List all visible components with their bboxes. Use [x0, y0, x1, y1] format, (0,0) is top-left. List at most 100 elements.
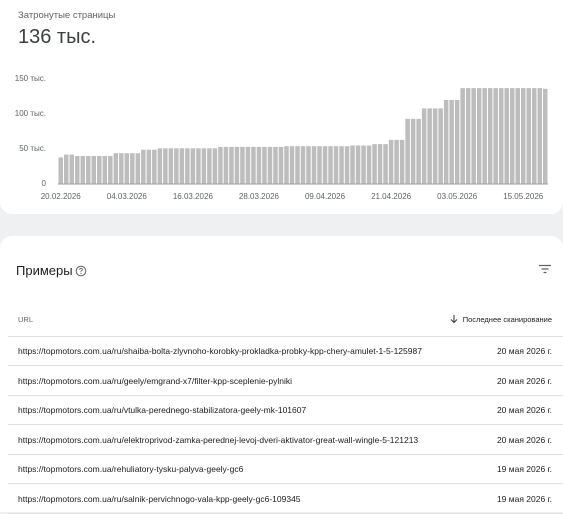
bar [493, 88, 498, 184]
metric-label: Затронутые страницы [18, 10, 116, 21]
bar [454, 100, 460, 184]
url-cell[interactable]: https://topmotors.com.ua/ru/salnik-pervi… [18, 494, 301, 504]
bar [383, 144, 388, 184]
bar [157, 148, 163, 184]
bar [416, 118, 421, 184]
bar [97, 156, 102, 184]
bar [344, 146, 350, 184]
date-cell: 20 мая 2026 г. [496, 346, 552, 356]
bar [333, 146, 339, 184]
help-icon[interactable] [75, 265, 87, 277]
bar [86, 156, 91, 184]
sort-icon[interactable] [449, 314, 459, 324]
bar [482, 88, 487, 184]
bar [130, 153, 135, 184]
url-cell[interactable]: https://topmotors.com.ua/ru/shaiba-bolta… [18, 346, 422, 356]
bar [531, 88, 537, 184]
bar [229, 146, 234, 184]
chart-card: Затронутые страницы 136 тыс. 0 50 тыс. 100… [0, 0, 563, 214]
bar [537, 88, 542, 184]
bar [372, 144, 377, 184]
bar [240, 146, 245, 184]
bar [91, 156, 97, 184]
row-divider [8, 453, 563, 455]
bar [361, 145, 366, 184]
row-divider [8, 424, 563, 426]
url-cell[interactable]: https://topmotors.com.ua/ru/vtulka-pered… [18, 405, 307, 416]
bar [234, 146, 240, 184]
bar [350, 145, 355, 184]
y-tick-label: 50 тыс. [19, 144, 46, 153]
examples-title: Примеры [16, 263, 73, 278]
x-tick-label: 03.05.2026 [437, 192, 478, 201]
bar [432, 108, 438, 184]
bar [377, 144, 383, 184]
column-header[interactable]: URL [18, 315, 34, 324]
bar [207, 148, 212, 184]
bar [185, 148, 190, 184]
bar [421, 108, 427, 184]
url-cell[interactable]: https://topmotors.com.ua/ru/geely/emgran… [18, 375, 293, 386]
bar [465, 88, 471, 184]
bar [427, 108, 432, 184]
examples-card: Примеры URL Последнее сканирование https… [0, 236, 563, 514]
bar [135, 153, 141, 184]
bar [278, 146, 284, 184]
bar [504, 88, 509, 184]
bar [388, 139, 394, 184]
bar [295, 146, 300, 184]
row-divider [8, 365, 563, 366]
bar [251, 146, 256, 184]
url-cell[interactable]: https://topmotors.com.ua/ru/elektroprivo… [18, 434, 419, 445]
date-cell: 20 мая 2026 г. [496, 375, 552, 386]
bar [355, 145, 361, 184]
bar [366, 145, 372, 184]
bar [317, 146, 322, 184]
bar [113, 153, 119, 184]
bar [284, 146, 289, 184]
bar [311, 146, 317, 184]
x-tick-label: 28.03.2026 [239, 192, 280, 201]
bar [394, 139, 399, 184]
date-cell: 20 мая 2026 г. [496, 434, 552, 445]
bar [152, 149, 157, 184]
bar [267, 146, 273, 184]
bar [515, 88, 520, 184]
metric-value: 136 тыс. [18, 26, 97, 48]
bar [179, 148, 185, 184]
column-header[interactable]: Последнее сканирование [462, 315, 552, 324]
bar [174, 148, 179, 184]
bar [410, 118, 416, 184]
bar [449, 100, 454, 184]
x-tick-label: 20.02.2026 [41, 192, 82, 201]
bar [322, 146, 328, 184]
bar [108, 156, 113, 184]
bar [520, 88, 526, 184]
bar [141, 149, 146, 184]
row-divider [8, 483, 563, 485]
bar [201, 148, 207, 184]
bar [119, 153, 124, 184]
bar [526, 88, 531, 184]
x-tick-label: 21.04.2026 [371, 192, 412, 201]
bar [196, 148, 201, 184]
bar [212, 148, 218, 184]
x-tick-label: 09.04.2026 [305, 192, 346, 201]
bar [300, 146, 306, 184]
x-tick-label: 16.03.2026 [173, 192, 214, 201]
bar [289, 146, 295, 184]
bar [102, 156, 108, 184]
row-divider [8, 394, 563, 396]
bar [498, 88, 504, 184]
bar [443, 100, 449, 184]
bar [328, 146, 333, 184]
bar [405, 118, 410, 184]
bar [218, 146, 223, 184]
x-tick-label: 04.03.2026 [107, 192, 148, 201]
bar [273, 146, 278, 184]
filter-icon[interactable] [538, 263, 552, 275]
bar [124, 153, 130, 184]
date-cell: 19 мая 2026 г. [496, 464, 552, 475]
url-cell[interactable]: https://topmotors.com.ua/rehuliatory-tys… [18, 464, 244, 475]
bar [476, 88, 482, 184]
